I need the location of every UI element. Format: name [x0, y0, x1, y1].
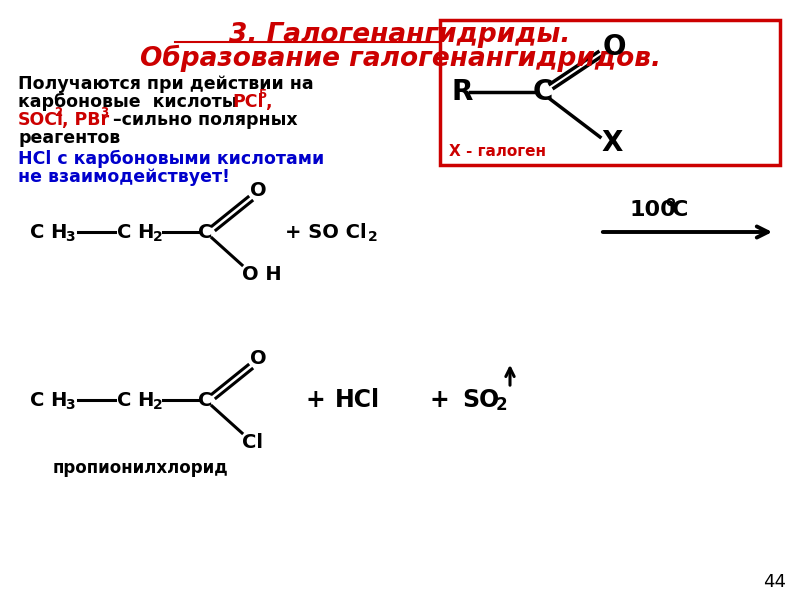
Text: R: R [452, 78, 474, 106]
Text: , PBr: , PBr [62, 111, 109, 129]
Text: O H: O H [242, 265, 282, 284]
Text: O: O [250, 181, 266, 199]
Text: O: O [250, 349, 266, 367]
Text: пропионилхлорид: пропионилхлорид [52, 459, 228, 477]
Text: + SO Cl: + SO Cl [285, 223, 366, 241]
Text: HCl с карбоновыми кислотами: HCl с карбоновыми кислотами [18, 150, 324, 168]
Text: C H: C H [117, 391, 154, 409]
Text: 3: 3 [100, 106, 108, 119]
Text: SOCl: SOCl [18, 111, 64, 129]
Text: 100: 100 [630, 200, 677, 220]
Text: карбоновые  кислоты: карбоновые кислоты [18, 93, 238, 111]
Text: 2: 2 [153, 398, 162, 412]
Text: o: o [665, 195, 674, 209]
Text: 3: 3 [65, 230, 74, 244]
Text: SO: SO [462, 388, 499, 412]
Text: Получаются при действии на: Получаются при действии на [18, 75, 314, 93]
Text: +: + [305, 388, 325, 412]
Text: HCl: HCl [335, 388, 380, 412]
Text: 3: 3 [65, 398, 74, 412]
Text: ,: , [265, 93, 271, 111]
Text: –сильно полярных: –сильно полярных [107, 111, 298, 129]
Text: PCl: PCl [232, 93, 263, 111]
Text: реагентов: реагентов [18, 129, 120, 147]
Text: C H: C H [30, 391, 67, 409]
Text: 2: 2 [153, 230, 162, 244]
Text: X: X [601, 129, 622, 157]
Text: Образование галогенангидридов.: Образование галогенангидридов. [139, 45, 661, 72]
Text: C: C [672, 200, 688, 220]
Text: 44: 44 [763, 573, 786, 591]
Text: C: C [533, 78, 554, 106]
Text: X - галоген: X - галоген [449, 145, 546, 160]
Text: C H: C H [117, 223, 154, 241]
Text: C H: C H [30, 223, 67, 241]
Text: Cl: Cl [242, 433, 263, 452]
Text: C: C [198, 391, 212, 409]
Text: C: C [198, 223, 212, 241]
Text: 5: 5 [258, 88, 266, 101]
Text: 3. Галогенангидриды.: 3. Галогенангидриды. [230, 22, 570, 48]
Text: 2: 2 [368, 230, 378, 244]
Bar [440, 20, 780, 165]
Text: не взаимодействует!: не взаимодействует! [18, 168, 230, 186]
Text: +: + [430, 388, 450, 412]
Text: O: O [603, 33, 626, 61]
Text: 2: 2 [54, 106, 62, 119]
Text: 2: 2 [496, 396, 508, 414]
